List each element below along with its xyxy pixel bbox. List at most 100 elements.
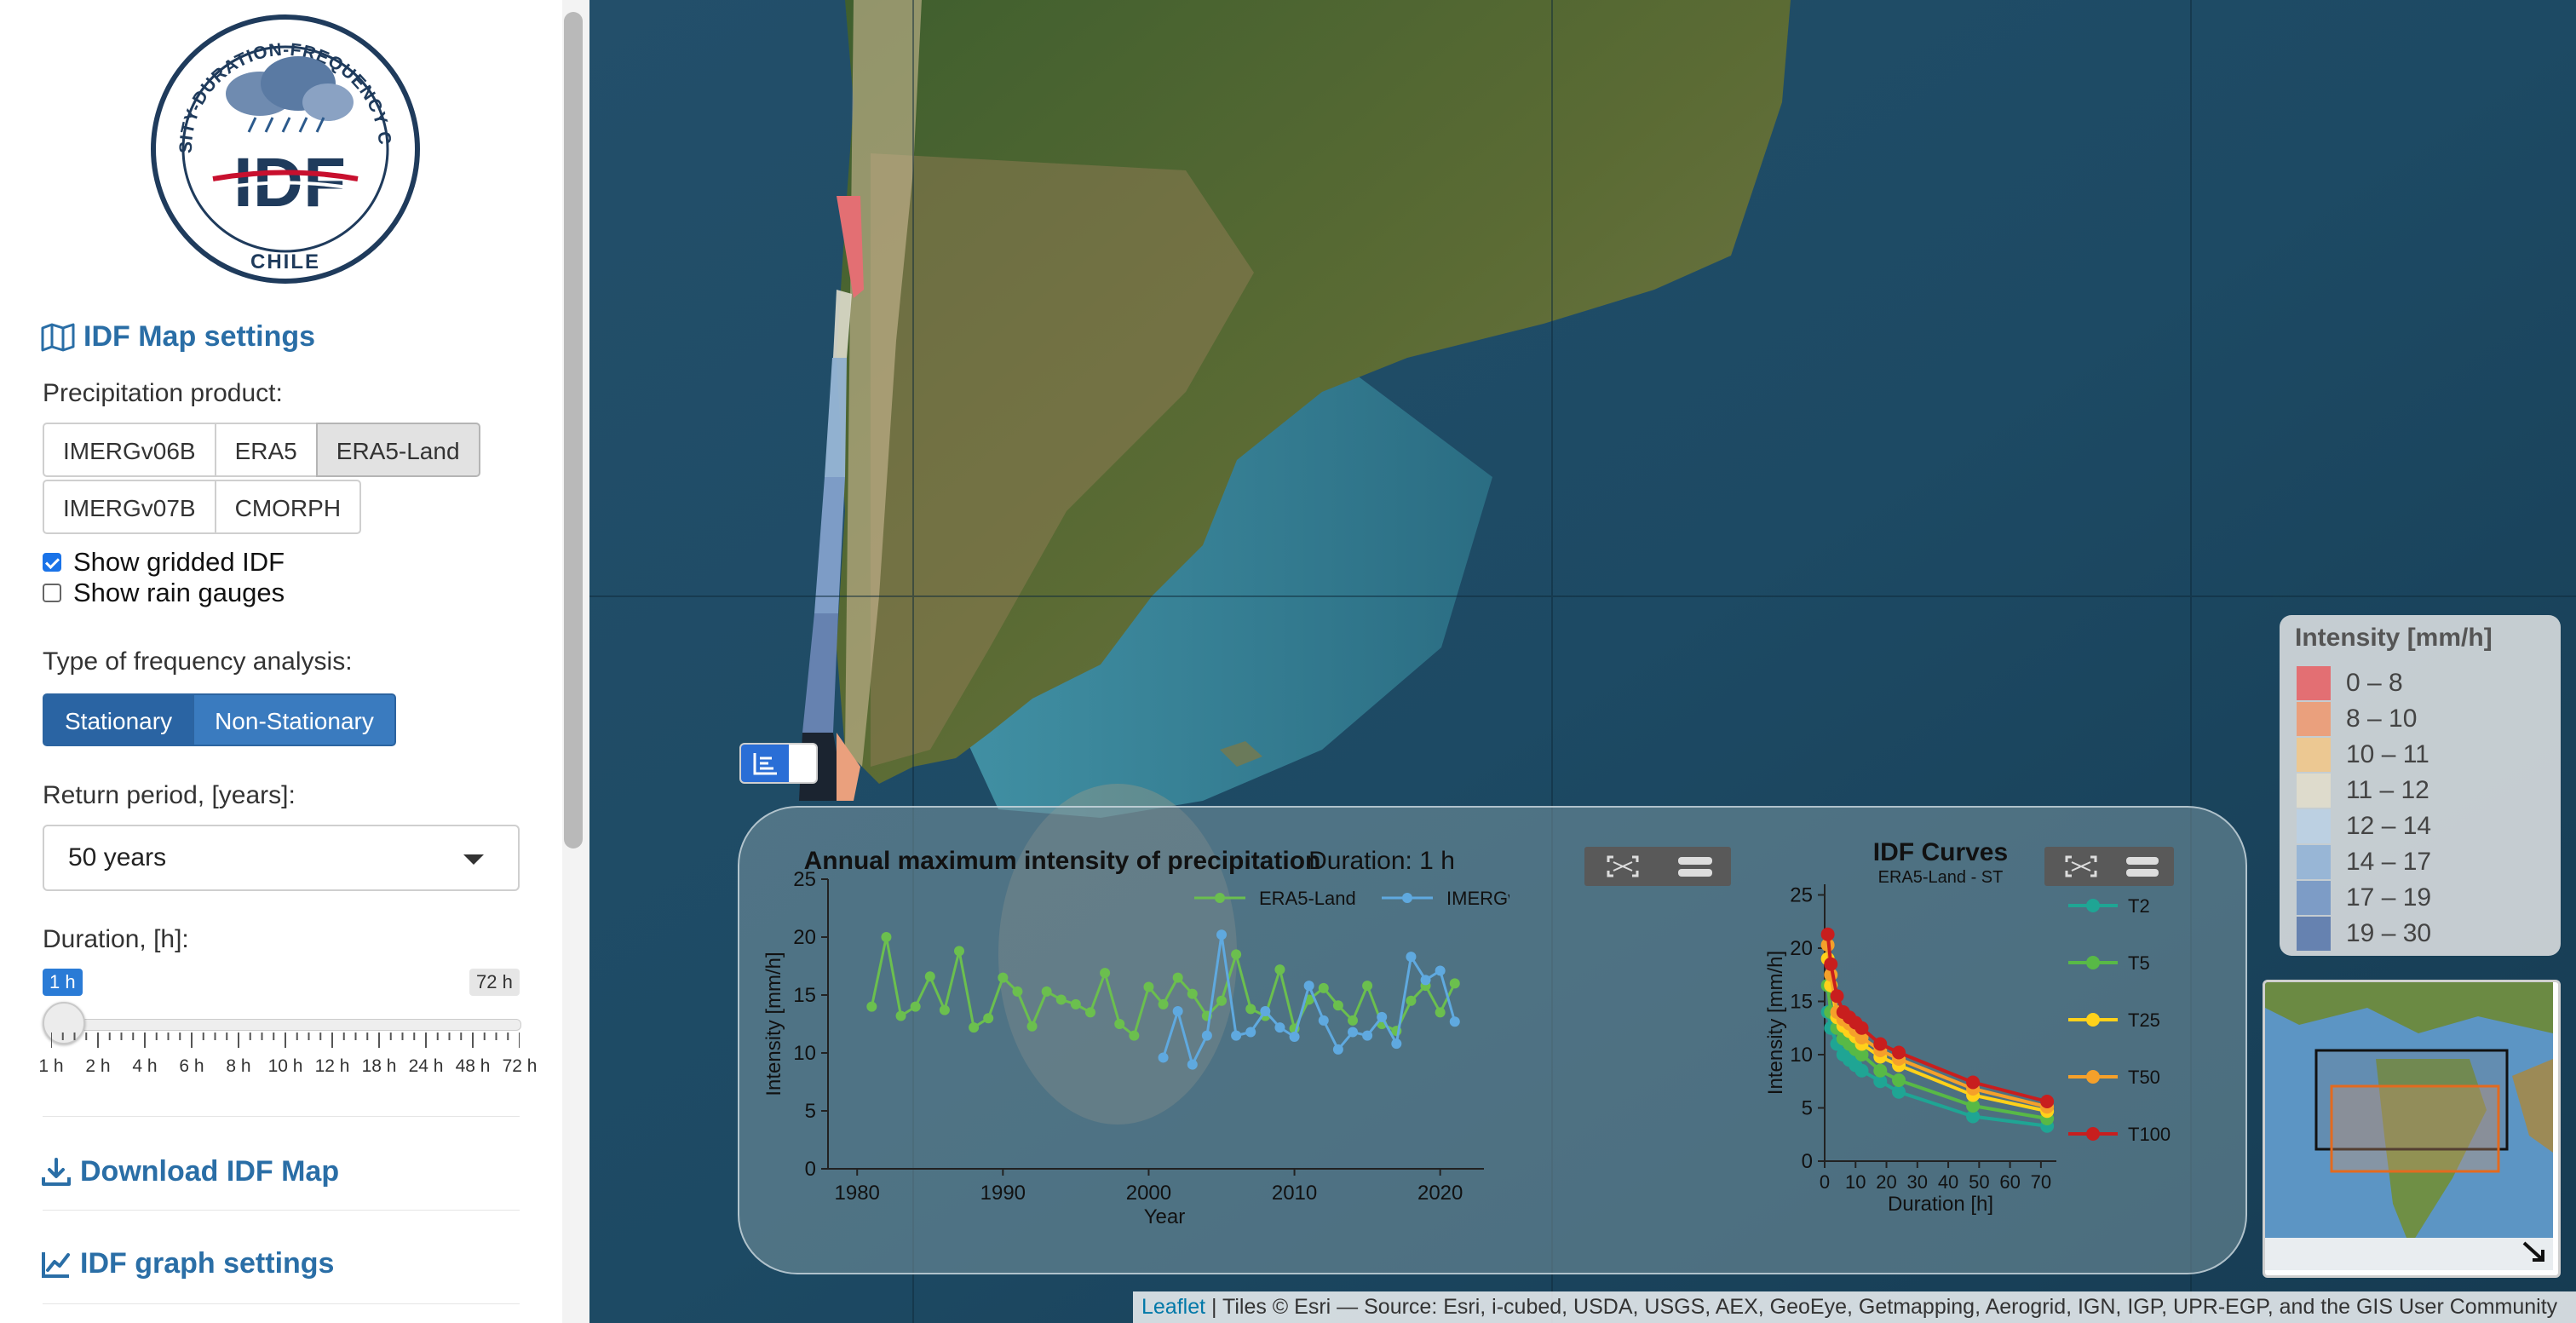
x-tick-label: 1980 [835, 1182, 880, 1205]
legend-item: 8 – 10 [2297, 702, 2417, 736]
data-point [1435, 1007, 1446, 1018]
product-button-cmorph[interactable]: CMORPH [214, 480, 362, 534]
legend-marker [1215, 893, 1225, 903]
sidebar-scrollbar-thumb[interactable] [564, 12, 583, 848]
legend-item: 19 – 30 [2297, 917, 2431, 951]
panel-toggle-on[interactable] [741, 745, 789, 782]
data-point [1245, 1004, 1256, 1015]
chart2-modebar [2044, 847, 2174, 886]
map-icon [41, 323, 75, 351]
y-tick-label: 0 [805, 1158, 816, 1181]
data-point [1070, 998, 1081, 1010]
intensity-legend: Intensity [mm/h] 0 – 8 8 – 10 10 – 11 11 – … [2280, 615, 2561, 956]
x-tick-label: 20 [1876, 1171, 1896, 1193]
legend-item: 0 – 8 [2297, 666, 2403, 700]
fullscreen-icon[interactable] [2065, 855, 2097, 877]
data-point [924, 971, 935, 982]
legend-item: 11 – 12 [2297, 774, 2429, 808]
data-point [1873, 1074, 1888, 1089]
menu-icon[interactable] [1678, 857, 1712, 865]
y-tick-label: 5 [1802, 1097, 1813, 1120]
legend-label: 17 – 19 [2346, 883, 2432, 912]
minimap-toggle-icon[interactable] [2522, 1241, 2544, 1262]
x-tick-label: 40 [1938, 1171, 1958, 1193]
legend-label: 0 – 8 [2346, 669, 2403, 697]
duration-tick-label: 12 h [314, 1056, 350, 1076]
duration-max-badge: 72 h [469, 969, 520, 996]
legend-label: 12 – 14 [2346, 812, 2432, 840]
product-button-era5[interactable]: ERA5 [214, 423, 318, 477]
data-point [1129, 1030, 1140, 1041]
frequency-analysis-toggle: Stationary Non-Stationary [43, 693, 396, 746]
y-tick-label: 5 [805, 1100, 816, 1123]
idf-graph-settings-header[interactable]: IDF graph settings [41, 1247, 334, 1280]
list-icon [753, 753, 777, 775]
leaflet-link[interactable]: Leaflet [1141, 1295, 1206, 1319]
y-tick-label: 15 [793, 984, 816, 1007]
idf-map-settings-header[interactable]: IDF Map settings [41, 320, 315, 354]
data-point [1824, 957, 1838, 971]
duration-tick-label: 6 h [179, 1056, 204, 1076]
show-gridded-idf-checkbox[interactable]: Show gridded IDF [43, 547, 285, 578]
legend-label: 8 – 10 [2346, 705, 2418, 733]
duration-slider-ticks [51, 1033, 520, 1048]
idf-curves-chart: IDF Curves ERA5-Land - ST 0 5 10 15 20 25 0 10 20 3… [1764, 838, 2171, 1216]
stationary-button[interactable]: Stationary [43, 693, 195, 746]
legend-marker [2086, 1070, 2100, 1084]
data-point [1873, 1063, 1888, 1078]
data-point [1348, 1027, 1358, 1038]
x-tick-label: 50 [1969, 1171, 1989, 1193]
y-tick-label: 25 [793, 868, 816, 891]
data-point [1231, 949, 1242, 960]
chart-panel-toggle[interactable] [739, 743, 818, 784]
chart1-duration-text: Duration: 1 h [1308, 847, 1455, 875]
x-tick-label: 2020 [1417, 1182, 1463, 1205]
divider [43, 1303, 520, 1304]
overview-minimap[interactable] [2263, 980, 2561, 1278]
legend-swatch [2297, 917, 2331, 951]
menu-icon[interactable] [2126, 857, 2159, 865]
legend-label: 19 – 30 [2346, 919, 2432, 947]
chart1-modebar [1584, 847, 1731, 886]
data-point [881, 932, 892, 942]
data-point [1892, 1084, 1906, 1099]
product-button-era5-land[interactable]: ERA5-Land [315, 423, 480, 477]
duration-tick-label: 4 h [132, 1056, 158, 1076]
data-point [1854, 1031, 1869, 1044]
return-period-value: 50 years [68, 843, 167, 871]
legend-marker [2086, 1013, 2100, 1027]
x-axis-label: Duration [h] [1888, 1193, 1993, 1216]
product-button-imergv07b[interactable]: IMERGv07B [43, 480, 216, 534]
checkbox-checked-icon[interactable] [43, 553, 61, 572]
fullscreen-icon[interactable] [1607, 855, 1639, 877]
logo-bottom-text: CHILE [250, 250, 320, 273]
idf-map-settings-title: IDF Map settings [83, 320, 316, 353]
legend-swatch [2297, 666, 2331, 700]
product-button-imergv06b[interactable]: IMERGv06B [43, 423, 216, 477]
data-point [1289, 1031, 1300, 1042]
y-tick-label: 20 [793, 926, 816, 949]
legend-item: 14 – 17 [2297, 845, 2431, 879]
non-stationary-button[interactable]: Non-Stationary [193, 693, 396, 746]
data-point [1348, 1015, 1358, 1026]
x-tick-label: 30 [1907, 1171, 1928, 1193]
chart-panel [738, 806, 2247, 1274]
download-idf-map-link[interactable]: Download IDF Map [41, 1155, 339, 1188]
duration-slider-handle[interactable] [43, 1002, 85, 1044]
data-point [1172, 1006, 1183, 1017]
show-rain-gauges-checkbox[interactable]: Show rain gauges [43, 578, 285, 608]
chart2-title: IDF Curves [1873, 838, 2008, 866]
show-gridded-idf-label: Show gridded IDF [73, 547, 285, 577]
legend-label: T100 [2128, 1124, 2171, 1145]
checkbox-unchecked-icon[interactable] [43, 584, 61, 602]
x-tick-label: 60 [1999, 1171, 2020, 1193]
y-tick-label: 10 [793, 1042, 816, 1065]
map-view[interactable]: Intensity [mm/h] 0 – 8 8 – 10 10 – 11 11 – … [589, 0, 2576, 1323]
legend-label: T2 [2128, 895, 2150, 917]
duration-tick-label: 48 h [455, 1056, 491, 1076]
duration-slider-track[interactable] [51, 1019, 521, 1031]
minimap-viewport-box[interactable] [2314, 1049, 2509, 1151]
legend-label: 10 – 11 [2346, 740, 2429, 768]
return-period-select[interactable]: 50 years [43, 825, 520, 891]
duration-tick-label: 2 h [85, 1056, 111, 1076]
